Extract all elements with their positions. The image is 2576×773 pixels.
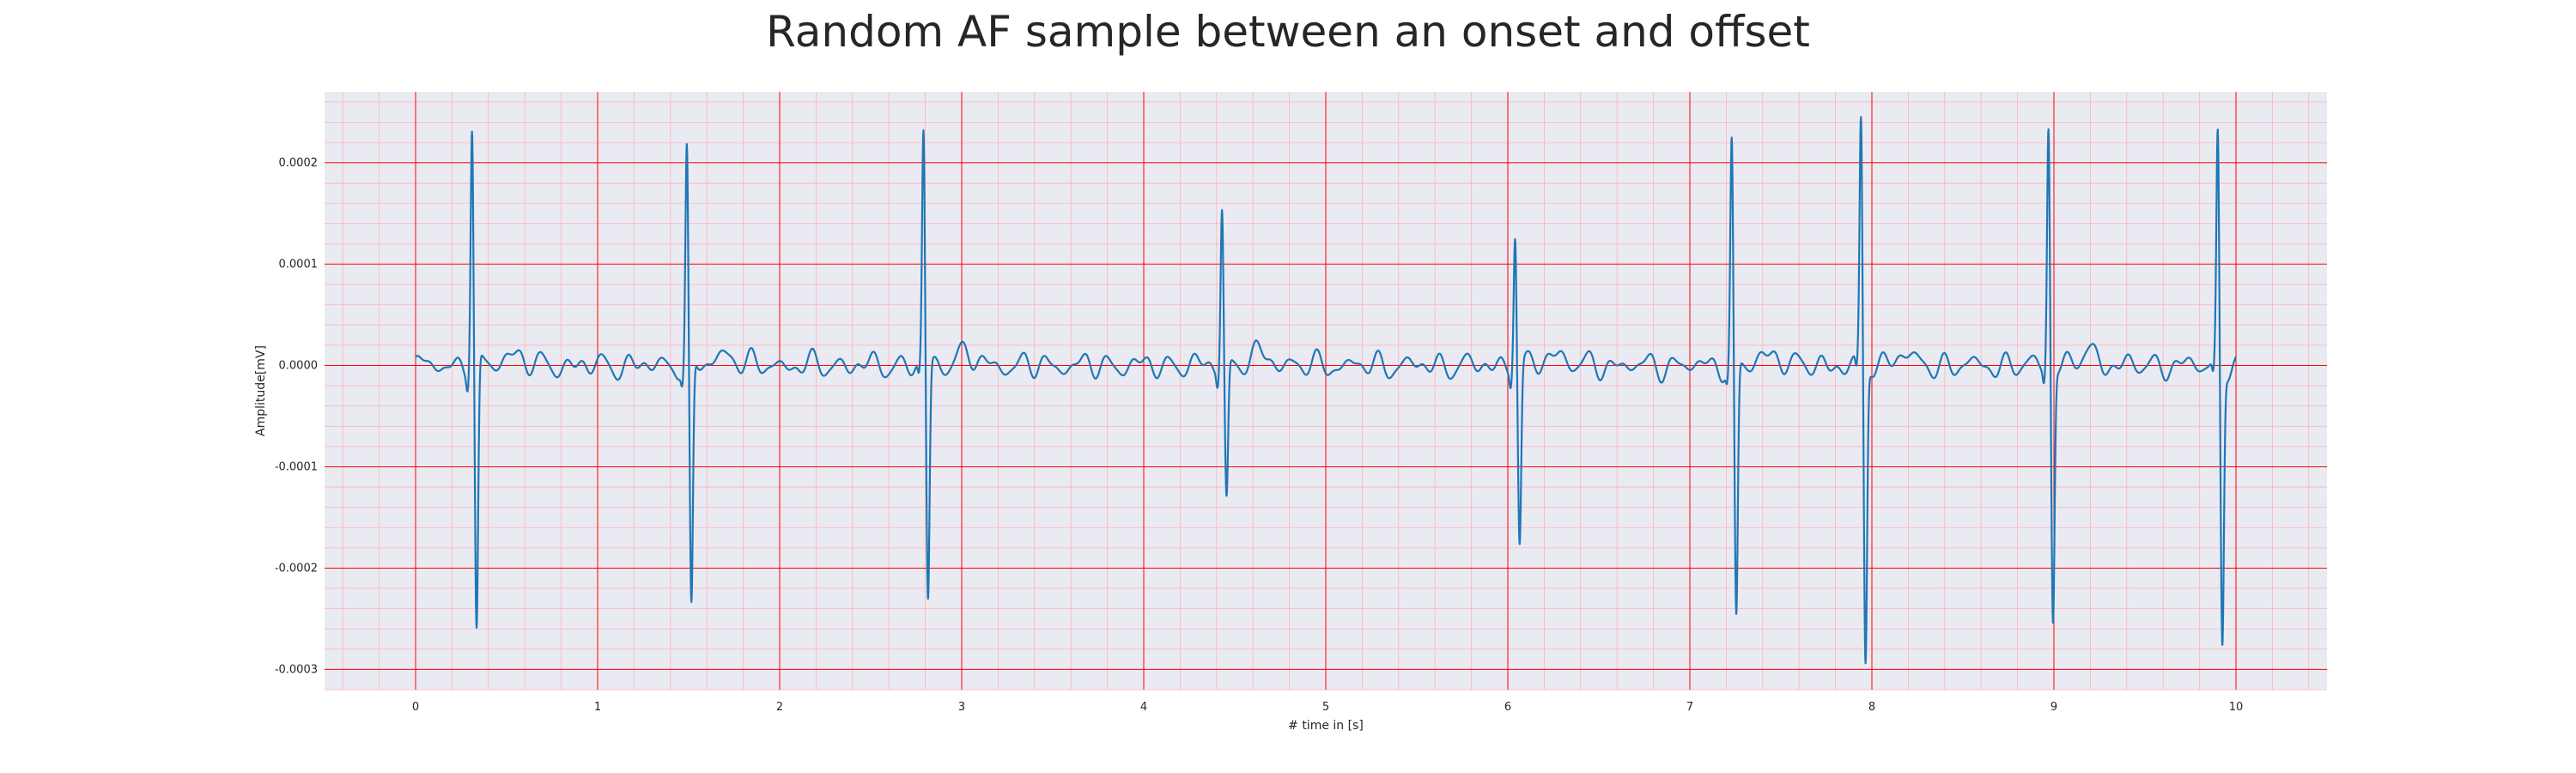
- y-tick-label: -0.0002: [275, 562, 318, 575]
- x-tick-label: 7: [1686, 701, 1693, 714]
- x-tick-label: 9: [2050, 701, 2057, 714]
- x-tick-labels: 0 1 2 3 4 5 6 7 8 9 10: [412, 701, 2243, 714]
- y-tick-labels: 0.0002 0.0001 0.0000 -0.0001 -0.0002 -0.0003: [275, 157, 318, 677]
- y-tick-label: 0.0000: [279, 360, 319, 373]
- y-axis-label: Amplitude[mV]: [254, 345, 268, 436]
- major-grid: [325, 92, 2327, 690]
- ecg-series-line: [415, 116, 2237, 665]
- x-tick-label: 2: [776, 701, 783, 714]
- x-tick-label: 0: [412, 701, 419, 714]
- y-tick-label: 0.0001: [279, 259, 319, 271]
- y-tick-label: 0.0002: [279, 157, 319, 170]
- x-tick-label: 3: [958, 701, 965, 714]
- x-tick-label: 6: [1504, 701, 1511, 714]
- chart-title: Random AF sample between an onset and of…: [766, 7, 1810, 57]
- x-axis-label: # time in [s]: [1288, 719, 1364, 733]
- x-tick-label: 10: [2229, 701, 2244, 714]
- x-tick-label: 5: [1322, 701, 1329, 714]
- x-tick-label: 4: [1140, 701, 1147, 714]
- y-tick-label: -0.0001: [275, 460, 318, 473]
- y-tick-label: -0.0003: [275, 663, 318, 676]
- x-tick-label: 1: [594, 701, 601, 714]
- x-tick-label: 8: [1868, 701, 1875, 714]
